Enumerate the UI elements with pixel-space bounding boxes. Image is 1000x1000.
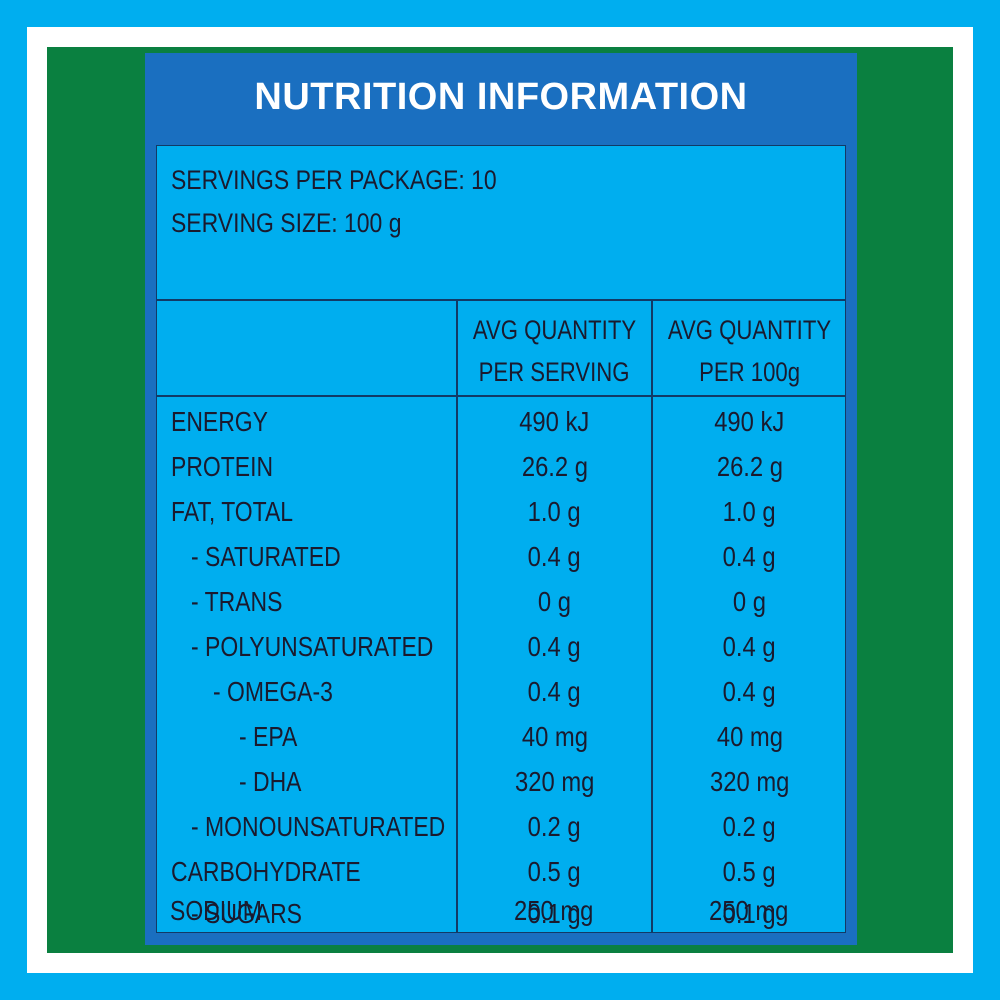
value-per-100g: 0.4 g	[723, 675, 776, 707]
column-header-per-100g: AVG QUANTITY PER 100g	[653, 308, 846, 394]
nutrient-name: - POLYUNSATURATED	[191, 630, 434, 662]
nutrient-name: - SUGARS	[191, 898, 302, 929]
table-row: - SUGARS 0.1 g 0.1 g	[157, 894, 845, 934]
value-per-serving: 0.4 g	[528, 675, 581, 707]
column-header-per-100g-line2: PER 100g	[699, 357, 800, 387]
table-row: PROTEIN 26.2 g 26.2 g	[157, 444, 845, 489]
table-row: - MONOUNSATURATED 0.2 g 0.2 g	[157, 804, 845, 849]
column-divider-1	[456, 299, 458, 933]
value-per-serving: 0.2 g	[528, 810, 581, 842]
value-per-serving: 0.4 g	[528, 540, 581, 572]
value-per-serving: 0.5 g	[528, 855, 581, 887]
table-row: - DHA 320 mg 320 mg	[157, 759, 845, 804]
header-divider	[157, 299, 845, 301]
nutrition-table: SERVINGS PER PACKAGE: 10 SERVING SIZE: 1…	[156, 145, 846, 933]
value-per-100g: 0 g	[732, 585, 767, 617]
nutrition-title: NUTRITION INFORMATION	[254, 75, 748, 118]
value-per-serving: 26.2 g	[521, 450, 588, 482]
table-row: ENERGY 490 kJ 490 kJ	[157, 399, 845, 444]
table-row: CARBOHYDRATE 0.5 g 0.5 g	[157, 849, 845, 894]
value-per-100g: 0.5 g	[723, 855, 776, 887]
value-per-serving: 0 g	[537, 585, 572, 617]
nutrient-name: FAT, TOTAL	[171, 495, 294, 527]
column-header-per-100g-line1: AVG QUANTITY	[667, 315, 832, 345]
nutrient-name: - DHA	[239, 765, 302, 797]
nutrient-name: - EPA	[239, 720, 298, 752]
value-per-serving: 0.4 g	[528, 630, 581, 662]
nutrient-name: SODIUM	[170, 894, 262, 926]
value-per-100g: 40 mg	[716, 720, 783, 752]
value-per-100g: 320 mg	[709, 765, 790, 797]
table-row: - SATURATED 0.4 g 0.4 g	[157, 534, 845, 579]
value-per-100g: 250 mg	[708, 894, 789, 926]
column-header-per-serving-line1: AVG QUANTITY	[472, 315, 637, 345]
table-row: - EPA 40 mg 40 mg	[157, 714, 845, 759]
table-row: - OMEGA-3 0.4 g 0.4 g	[157, 669, 845, 714]
nutrient-name: - TRANS	[191, 585, 283, 617]
table-row: FAT, TOTAL 1.0 g 1.0 g	[157, 489, 845, 534]
table-row: - POLYUNSATURATED 0.4 g 0.4 g	[157, 624, 845, 669]
value-per-100g: 0.2 g	[723, 810, 776, 842]
nutrient-name: - OMEGA-3	[213, 675, 333, 707]
column-divider-2	[651, 299, 653, 933]
value-per-serving: 250 mg	[513, 894, 594, 926]
value-per-serving: 490 kJ	[519, 405, 590, 437]
value-per-serving: 40 mg	[521, 720, 588, 752]
nutrient-name: ENERGY	[171, 405, 268, 437]
value-per-serving: 320 mg	[514, 765, 595, 797]
nutrient-name: - SATURATED	[191, 540, 341, 572]
value-per-100g: 0.4 g	[723, 540, 776, 572]
table-row: - TRANS 0 g 0 g	[157, 579, 845, 624]
servings-per-package: SERVINGS PER PACKAGE: 10	[171, 165, 497, 195]
nutrient-name: PROTEIN	[171, 450, 274, 482]
value-per-100g: 26.2 g	[716, 450, 783, 482]
nutrient-name: - MONOUNSATURATED	[191, 810, 446, 842]
value-per-serving: 1.0 g	[528, 495, 581, 527]
table-row: SODIUM 250 mg 250 mg	[156, 888, 846, 933]
value-per-100g: 0.4 g	[723, 630, 776, 662]
column-header-per-serving: AVG QUANTITY PER SERVING	[458, 308, 651, 394]
nutrient-name: CARBOHYDRATE	[171, 855, 361, 887]
value-per-serving: 0.1 g	[528, 898, 581, 929]
column-header-per-serving-line2: PER SERVING	[479, 357, 630, 387]
nutrition-label: NUTRITION INFORMATION SERVINGS PER PACKA…	[145, 53, 857, 945]
value-per-100g: 0.1 g	[723, 898, 776, 929]
value-per-100g: 1.0 g	[723, 495, 776, 527]
value-per-100g: 490 kJ	[714, 405, 785, 437]
serving-size: SERVING SIZE: 100 g	[171, 208, 402, 238]
column-header-divider	[157, 395, 845, 397]
